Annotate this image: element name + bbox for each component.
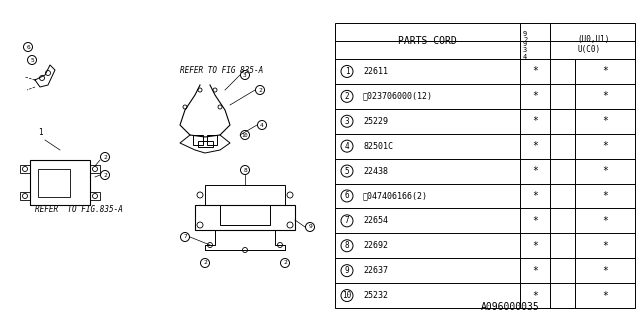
Text: 7: 7 — [345, 216, 349, 225]
Text: *: * — [532, 191, 538, 201]
Bar — [205, 185, 285, 205]
Text: 8: 8 — [243, 167, 247, 172]
Bar — [207, 135, 217, 145]
Text: REFER TO FIG 835-A: REFER TO FIG 835-A — [180, 66, 263, 75]
Text: *: * — [532, 91, 538, 101]
Bar — [335, 23, 635, 308]
Text: 2: 2 — [345, 92, 349, 101]
Text: 2: 2 — [103, 155, 107, 159]
Text: 5: 5 — [345, 166, 349, 176]
Text: *: * — [532, 116, 538, 126]
Text: 3: 3 — [243, 73, 247, 77]
Text: REFER  TO FIG.835-A: REFER TO FIG.835-A — [35, 205, 123, 214]
Text: *: * — [602, 241, 608, 251]
Text: 82501C: 82501C — [363, 142, 393, 151]
Text: 2: 2 — [283, 260, 287, 266]
Text: 22654: 22654 — [363, 216, 388, 225]
Text: 2: 2 — [103, 172, 107, 178]
Bar — [198, 141, 213, 147]
Text: 4: 4 — [345, 142, 349, 151]
Text: *: * — [532, 216, 538, 226]
Text: *: * — [602, 91, 608, 101]
Text: 9: 9 — [308, 225, 312, 229]
Text: 25229: 25229 — [363, 117, 388, 126]
Text: 22438: 22438 — [363, 166, 388, 176]
Text: 6: 6 — [345, 191, 349, 200]
Text: *: * — [532, 67, 538, 76]
Text: 2: 2 — [203, 260, 207, 266]
Text: 22611: 22611 — [363, 67, 388, 76]
Text: 9
3
4: 9 3 4 — [523, 41, 527, 60]
Text: 3: 3 — [345, 117, 349, 126]
Text: 4: 4 — [260, 123, 264, 127]
Bar — [38, 169, 70, 197]
Bar — [90, 192, 100, 200]
Text: *: * — [532, 241, 538, 251]
Text: 8: 8 — [345, 241, 349, 250]
Text: *: * — [532, 166, 538, 176]
Text: *: * — [532, 141, 538, 151]
Text: *: * — [602, 116, 608, 126]
Text: (U0,U1): (U0,U1) — [577, 35, 609, 44]
Text: 1: 1 — [38, 128, 43, 137]
Bar — [193, 135, 203, 145]
Text: *: * — [602, 67, 608, 76]
Text: *: * — [602, 141, 608, 151]
Text: 5: 5 — [30, 58, 34, 62]
Text: 1: 1 — [345, 67, 349, 76]
Text: U(C0): U(C0) — [577, 44, 600, 53]
Text: 9: 9 — [345, 266, 349, 275]
Text: 22692: 22692 — [363, 241, 388, 250]
Text: ⓝ023706000(12): ⓝ023706000(12) — [363, 92, 433, 101]
Text: 22637: 22637 — [363, 266, 388, 275]
Text: *: * — [532, 291, 538, 300]
Text: *: * — [602, 216, 608, 226]
Text: 10: 10 — [342, 291, 351, 300]
Bar — [90, 165, 100, 173]
Bar — [20, 192, 30, 200]
Text: 2: 2 — [258, 87, 262, 92]
Bar — [195, 205, 295, 230]
Text: 7: 7 — [183, 235, 187, 239]
Text: *: * — [532, 266, 538, 276]
Bar — [220, 205, 270, 225]
Bar — [20, 165, 30, 173]
Text: 25232: 25232 — [363, 291, 388, 300]
Text: 6: 6 — [26, 44, 30, 50]
Text: *: * — [602, 291, 608, 300]
Text: *: * — [602, 166, 608, 176]
Text: *: * — [602, 191, 608, 201]
Bar — [30, 160, 90, 205]
Text: PARTS CORD: PARTS CORD — [398, 36, 457, 46]
Text: 10: 10 — [242, 132, 248, 138]
Text: 9
2: 9 2 — [523, 31, 527, 43]
Text: *: * — [602, 266, 608, 276]
Text: Ⓢ047406166(2): Ⓢ047406166(2) — [363, 191, 428, 200]
Text: A096000035: A096000035 — [481, 302, 540, 312]
